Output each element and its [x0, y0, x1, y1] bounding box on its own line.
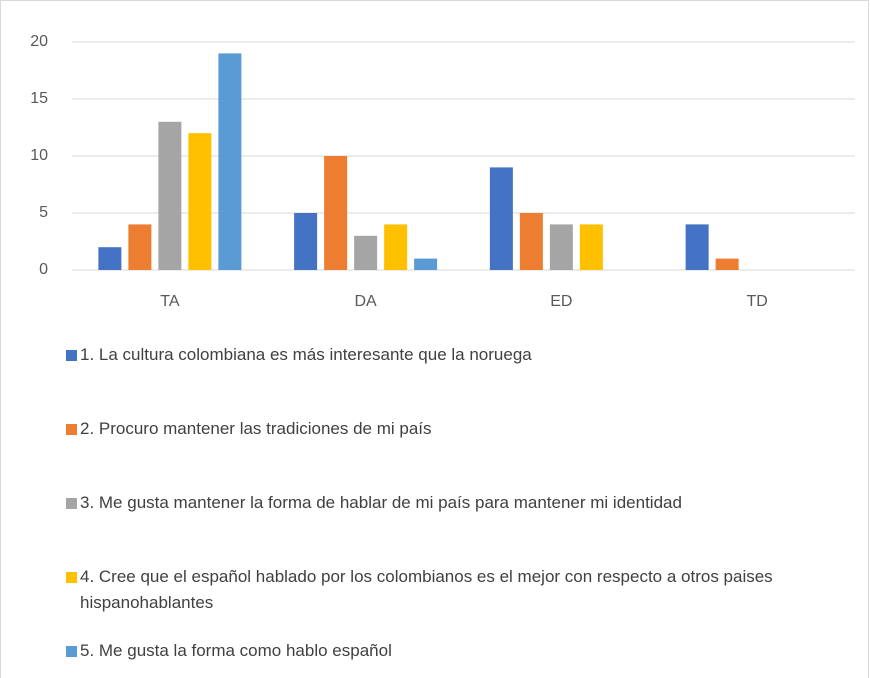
legend-swatch	[66, 646, 77, 657]
bar	[354, 235, 378, 270]
legend-swatch	[66, 424, 77, 435]
legend-item: 5. Me gusta la forma como hablo español	[66, 638, 810, 664]
bar	[685, 224, 709, 270]
bar	[218, 53, 242, 271]
x-tick-label: TD	[746, 293, 767, 310]
legend-item: 2. Procuro mantener las tradiciones de m…	[66, 416, 810, 442]
x-tick-label: TA	[160, 293, 180, 310]
bar	[579, 224, 603, 270]
bar	[715, 258, 739, 270]
x-tick-label: DA	[355, 293, 378, 310]
legend-label: 2. Procuro mantener las tradiciones de m…	[80, 419, 432, 438]
legend-item: 3. Me gusta mantener la forma de hablar …	[66, 490, 810, 516]
y-tick-label: 0	[39, 261, 48, 278]
y-tick-label: 15	[30, 90, 48, 107]
x-tick-label: ED	[550, 293, 572, 310]
bar	[549, 224, 573, 270]
legend-swatch	[66, 350, 77, 361]
bar	[188, 133, 212, 270]
legend-label: 3. Me gusta mantener la forma de hablar …	[80, 493, 682, 512]
bar	[158, 121, 182, 270]
bar	[98, 247, 122, 270]
y-tick-label: 5	[39, 204, 48, 221]
y-tick-label: 20	[30, 33, 48, 50]
bar	[324, 156, 348, 270]
legend-label: 1. La cultura colombiana es más interesa…	[80, 345, 532, 364]
legend-label: 4. Cree que el español hablado por los c…	[80, 567, 773, 612]
legend-swatch	[66, 572, 77, 583]
legend-label: 5. Me gusta la forma como hablo español	[80, 641, 392, 660]
legend-item: 1. La cultura colombiana es más interesa…	[66, 342, 810, 368]
legend-item: 4. Cree que el español hablado por los c…	[66, 564, 810, 616]
bar	[489, 167, 513, 270]
y-tick-label: 10	[30, 147, 48, 164]
bar	[519, 213, 543, 270]
bar	[294, 213, 318, 270]
bar	[128, 224, 152, 270]
legend-swatch	[66, 498, 77, 509]
bar	[384, 224, 408, 270]
bar	[414, 258, 438, 270]
